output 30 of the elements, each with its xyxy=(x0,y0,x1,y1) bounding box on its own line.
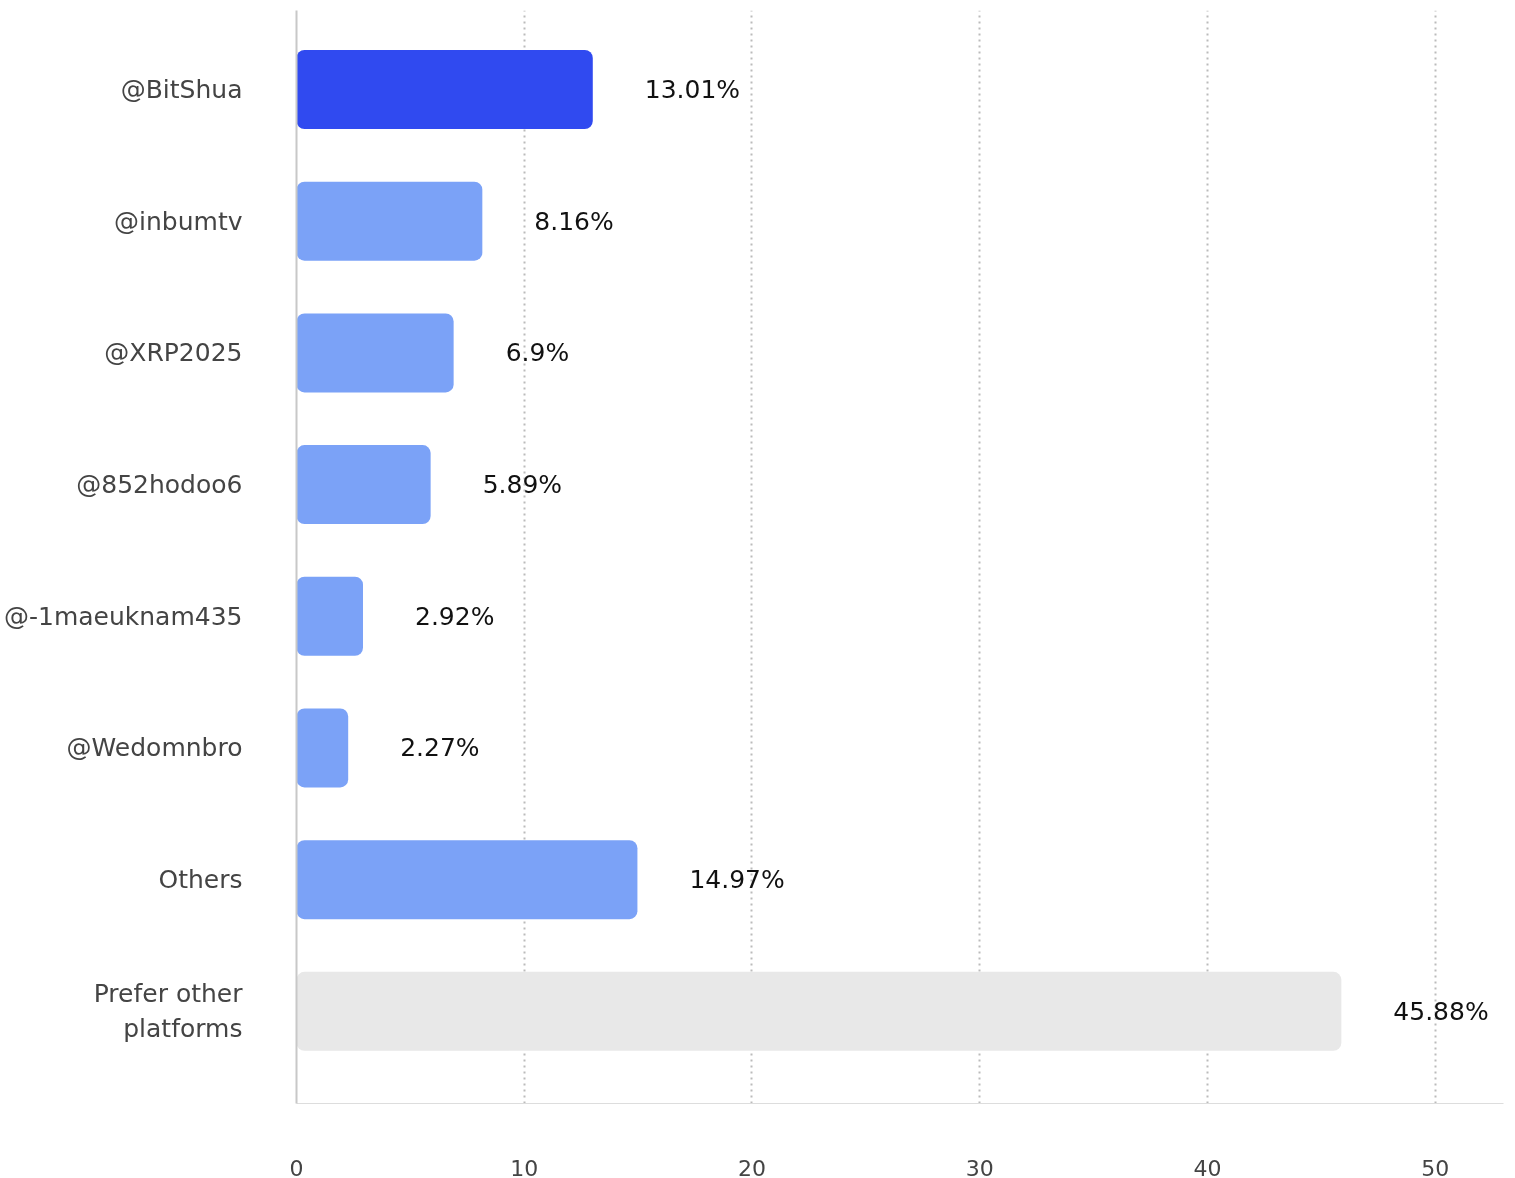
x-tick-label: 0 xyxy=(289,1155,304,1178)
x-tick-label: 40 xyxy=(1193,1155,1222,1178)
bar xyxy=(296,181,483,261)
x-tick-label: 10 xyxy=(510,1155,539,1178)
x-tick-label: 30 xyxy=(965,1155,994,1178)
y-tick-label: @852hodoo6 xyxy=(76,470,243,500)
bar xyxy=(296,50,593,130)
bar xyxy=(296,313,454,393)
x-tick-label: 20 xyxy=(737,1155,766,1178)
y-tick-label: @-1maeuknam435 xyxy=(3,601,243,631)
data-label: 8.16% xyxy=(534,206,614,236)
y-tick-label: Others xyxy=(158,865,243,895)
y-tick-label: @BitShua xyxy=(120,75,243,105)
data-label: 2.92% xyxy=(415,601,495,631)
bar xyxy=(296,576,363,656)
bar xyxy=(296,445,431,525)
data-label: 6.9% xyxy=(505,338,570,368)
bar xyxy=(296,708,349,788)
data-label: 14.97% xyxy=(689,865,785,895)
y-tick-label: @inbumtv xyxy=(114,206,243,236)
data-label: 45.88% xyxy=(1393,996,1489,1026)
y-tick-label: Prefer other platforms xyxy=(93,979,244,1044)
y-tick-label: @XRP2025 xyxy=(104,338,243,368)
x-tick-label: 50 xyxy=(1421,1155,1450,1178)
bar xyxy=(296,840,638,920)
y-tick-label: @Wedomnbro xyxy=(66,733,243,763)
data-label: 13.01% xyxy=(644,75,741,105)
bar xyxy=(296,971,1342,1051)
data-label: 5.89% xyxy=(482,470,563,500)
data-label: 2.27% xyxy=(400,733,480,763)
